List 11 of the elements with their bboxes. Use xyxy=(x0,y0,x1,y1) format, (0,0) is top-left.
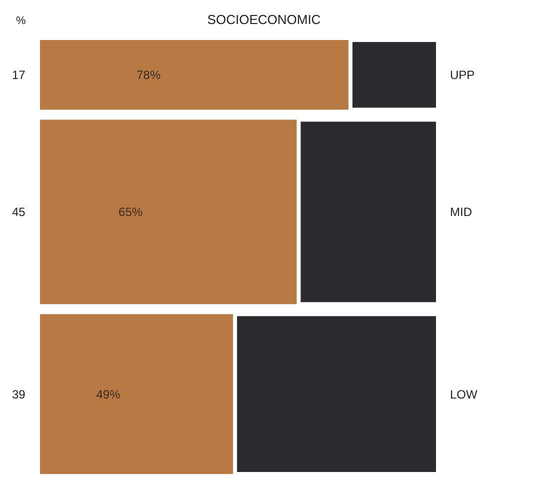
y-tick-label: MID xyxy=(450,205,472,220)
text: 45 xyxy=(12,205,26,220)
y-tick-label: UPP xyxy=(450,68,475,82)
y-tick-label: LOW xyxy=(450,387,478,402)
text: 39 xyxy=(12,387,26,402)
y-axis-title: % xyxy=(16,15,26,27)
data-label: 78% xyxy=(136,68,161,82)
data-label: 49% xyxy=(96,387,121,402)
text: 17 xyxy=(12,68,26,82)
data-label: 65% xyxy=(118,205,143,220)
chart-title: SOCIOECONOMIC xyxy=(207,12,321,27)
